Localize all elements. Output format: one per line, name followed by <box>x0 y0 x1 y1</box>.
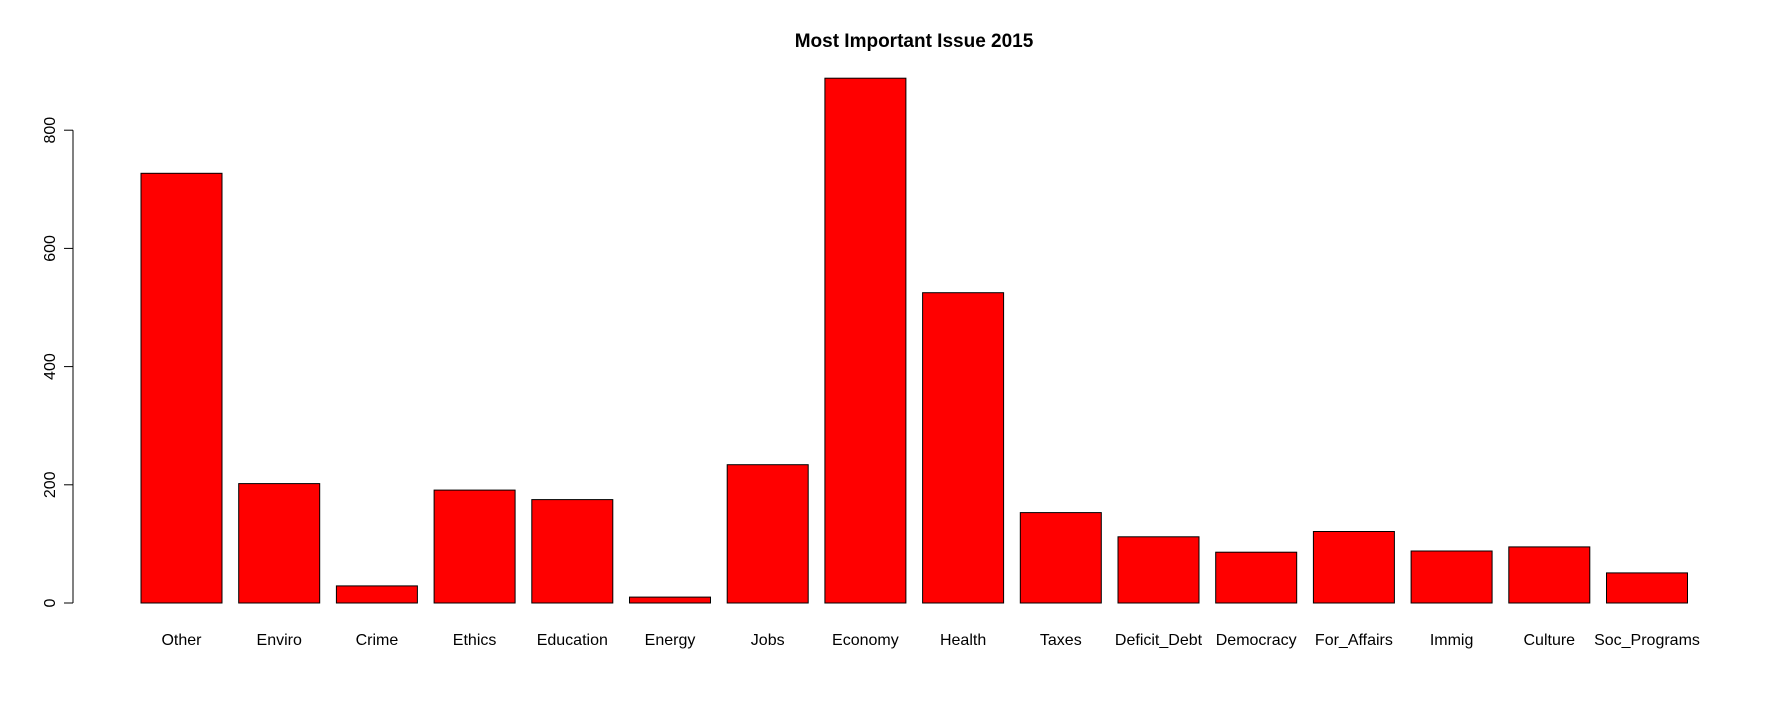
bar-soc-programs <box>1606 572 1688 604</box>
x-category-label: Democracy <box>1216 632 1297 649</box>
x-category-label: Economy <box>832 632 899 649</box>
bar-jobs <box>726 464 809 604</box>
x-category-label: Health <box>940 632 986 649</box>
bar-enviro <box>238 483 321 604</box>
x-axis-labels: Other Enviro Crime Ethics Education Energy Job… <box>161 632 1699 649</box>
x-category-label: Deficit_Debt <box>1115 632 1203 649</box>
bar-energy <box>629 596 711 604</box>
x-category-label: For_Affairs <box>1315 632 1393 649</box>
bar-education <box>531 499 614 604</box>
x-category-label: Enviro <box>257 632 302 649</box>
x-category-label: Education <box>537 632 608 649</box>
chart-title: Most Important Issue 2015 <box>795 31 1034 52</box>
x-category-label: Ethics <box>453 632 497 649</box>
bar-deficit-debt <box>1117 536 1200 604</box>
x-category-label: Jobs <box>751 632 785 649</box>
bar-crime <box>335 585 418 604</box>
y-tick-label: 600 <box>42 235 59 262</box>
bar-health <box>922 292 1005 604</box>
x-category-label: Culture <box>1524 632 1576 649</box>
x-category-label: Taxes <box>1040 632 1082 649</box>
bar-democracy <box>1215 551 1298 604</box>
y-tick-label: 800 <box>42 117 59 144</box>
x-category-label: Energy <box>645 632 696 649</box>
bar-immig <box>1410 550 1493 604</box>
bar-ethics <box>433 489 516 604</box>
y-tick-label: 200 <box>42 471 59 498</box>
bar-economy <box>824 77 907 604</box>
x-category-label: Other <box>161 632 202 649</box>
bar-for-affairs <box>1312 531 1395 604</box>
y-tick-label: 400 <box>42 353 59 380</box>
bar-other <box>140 172 223 604</box>
x-category-label: Crime <box>356 632 399 649</box>
y-tick-label: 0 <box>42 598 59 607</box>
x-category-label: Immig <box>1430 632 1474 649</box>
bars-group <box>140 77 1688 604</box>
x-category-label: Soc_Programs <box>1594 632 1700 649</box>
bar-culture <box>1508 546 1591 604</box>
y-axis: 0 200 400 600 800 <box>42 117 74 607</box>
bar-taxes <box>1019 512 1102 604</box>
